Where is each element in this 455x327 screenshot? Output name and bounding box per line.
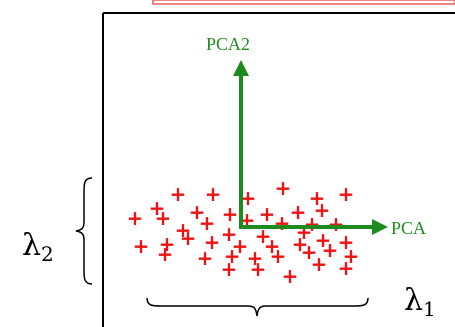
data-point-plus: + <box>170 182 187 206</box>
data-point-plus: + <box>292 232 309 256</box>
data-point-plus: + <box>127 206 144 230</box>
data-point-plus: + <box>149 196 166 220</box>
data-point-plus: + <box>250 257 267 281</box>
data-point-plus: + <box>309 186 326 210</box>
vertical-brace <box>75 177 93 285</box>
data-point-plus: + <box>175 218 192 242</box>
data-point-plus: + <box>290 200 307 224</box>
horizontal-brace <box>146 297 369 317</box>
data-point-plus: + <box>322 238 339 262</box>
data-point-plus: + <box>180 226 197 250</box>
data-point-plus: + <box>189 200 206 224</box>
data-point-plus: + <box>221 222 238 246</box>
lambda-horizontal-subscript: 1 <box>423 297 436 321</box>
data-point-plus: + <box>275 176 292 200</box>
data-point-plus: + <box>205 182 222 206</box>
data-point-plus: + <box>197 246 214 270</box>
data-point-plus: + <box>240 186 257 210</box>
data-point-plus: + <box>224 244 241 268</box>
lambda-vertical-label: λ2 <box>22 228 54 266</box>
data-point-plus: + <box>222 202 239 226</box>
lambda-vertical-subscript: 2 <box>41 242 54 266</box>
data-point-plus: + <box>338 182 355 206</box>
data-point-plus: + <box>328 212 345 236</box>
lambda-vertical-symbol: λ <box>22 228 41 263</box>
data-point-plus: + <box>255 224 272 248</box>
data-point-plus: + <box>274 211 291 235</box>
data-point-plus: + <box>157 242 174 266</box>
data-point-plus: + <box>247 246 264 270</box>
data-point-plus: + <box>155 206 172 230</box>
data-point-plus: + <box>199 211 216 235</box>
data-point-plus: + <box>232 234 249 258</box>
data-point-plus: + <box>315 228 332 252</box>
data-point-plus: + <box>311 252 328 276</box>
data-point-plus: + <box>343 244 360 268</box>
data-point-plus: + <box>304 212 321 236</box>
data-point-plus: + <box>259 202 276 226</box>
lambda-horizontal-symbol: λ <box>404 283 423 318</box>
data-point-plus: + <box>282 264 299 288</box>
data-point-plus: + <box>221 257 238 281</box>
data-point-plus: + <box>264 234 281 258</box>
data-point-plus: + <box>338 256 355 280</box>
data-point-plus: + <box>301 240 318 264</box>
lambda-horizontal-label: λ1 <box>404 283 436 321</box>
data-point-plus: + <box>338 230 355 254</box>
top-red-bar <box>152 0 455 5</box>
data-point-plus: + <box>204 230 221 254</box>
data-point-plus: + <box>159 232 176 256</box>
pca2-axis-label: PCA2 <box>206 34 250 54</box>
data-point-plus: + <box>270 244 287 268</box>
data-point-plus: + <box>133 234 150 258</box>
pca1-axis-label: PCA <box>391 218 426 238</box>
data-point-plus: + <box>314 198 331 222</box>
